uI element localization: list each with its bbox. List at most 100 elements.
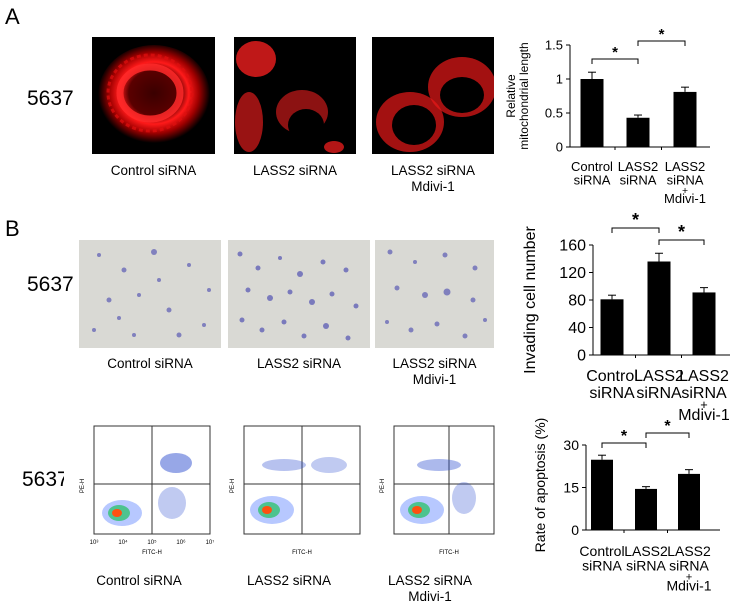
x-category-label: LASS2 [634, 368, 684, 385]
caption-b-invasion-control: Control siRNA [107, 356, 193, 371]
significance-star: * [621, 428, 628, 445]
y-tick-label: 0 [571, 522, 579, 538]
svg-text:10⁴: 10⁴ [118, 539, 128, 546]
svg-text:10⁶: 10⁶ [176, 539, 186, 546]
significance-star: * [632, 210, 639, 230]
significance-bracket [637, 40, 686, 46]
caption-b-flow-lass2: LASS2 siRNA [246, 573, 332, 588]
x-category-label: Mdivi-1 [678, 407, 730, 424]
y-tick-label: 15 [563, 479, 579, 495]
caption-b-invasion-lass2-mdivi1: LASS2 siRNA Mdivi-1 [392, 356, 477, 387]
invasion-image-lass2 [228, 240, 370, 348]
y-tick-label: 120 [559, 265, 586, 282]
bar [635, 488, 657, 530]
significance-star: * [678, 222, 685, 242]
svg-text:PE-H: PE-H [230, 479, 236, 493]
y-tick-label: 30 [563, 437, 579, 453]
x-category-label: siRNA [589, 385, 635, 402]
x-category-label: siRNA [681, 385, 727, 402]
y-tick-label: 0 [577, 348, 586, 365]
significance-bracket [611, 227, 660, 233]
caption-b-flow-lass2-mdivi1: LASS2 siRNA Mdivi-1 [387, 573, 473, 604]
x-category-label: LASS2 [665, 159, 705, 174]
x-category-label: LASS2 [667, 543, 711, 559]
significance-bracket [658, 239, 705, 245]
bar [692, 292, 716, 355]
flow-ylabel: PE-H [80, 479, 86, 493]
bar [678, 473, 700, 530]
x-category-label: siRNA [582, 558, 622, 574]
flow-plot-control: PE-H FITC-H 10³ 10⁴ 10⁵ 10⁶ 10⁷ [64, 418, 214, 558]
significance-bracket [591, 58, 639, 64]
x-category-label: siRNA [636, 385, 682, 402]
cell-line-label-b-invasion: 5637 [27, 273, 74, 296]
caption-b-invasion-lass2: LASS2 siRNA [256, 356, 342, 371]
invasion-image-control [79, 240, 221, 348]
bar [600, 299, 624, 355]
mitochondria-partial-graphic [376, 57, 494, 152]
svg-text:10⁷: 10⁷ [206, 539, 214, 546]
y-tick-label: 160 [559, 238, 586, 255]
panel-letter-a: A [5, 4, 20, 29]
x-category-label: Control [571, 159, 613, 174]
stained-cells-graphic [92, 249, 211, 338]
mitochondria-image-lass2-mdivi1 [372, 37, 494, 154]
mitochondria-image-control [92, 37, 215, 154]
significance-star: * [664, 418, 671, 435]
caption-b-flow-control: Control siRNA [96, 573, 182, 588]
bar [673, 91, 697, 147]
mitochondria-network-graphic [98, 45, 210, 145]
stained-cells-graphic [237, 251, 359, 341]
y-tick-label: 0.5 [545, 106, 563, 121]
svg-text:FITC-H: FITC-H [439, 550, 459, 556]
cell-line-label-b-flow: 5637 [22, 468, 69, 491]
significance-bracket [601, 442, 647, 448]
y-axis-label: Invading cell number [522, 226, 539, 374]
panel-letter-b: B [5, 216, 20, 241]
bar [626, 117, 650, 147]
x-category-label: LASS2 [618, 159, 658, 174]
svg-text:10³: 10³ [90, 540, 99, 546]
invasion-image-lass2-mdivi1 [375, 240, 494, 348]
x-category-label: LASS2 [624, 543, 668, 559]
x-category-label: + [686, 572, 693, 584]
bar [591, 459, 613, 530]
y-tick-label: 1.5 [545, 38, 563, 53]
flow-plot-lass2-mdivi1: PE-H FITC-H [364, 418, 496, 558]
mitochondria-fragmented-graphic [235, 41, 344, 153]
x-category-label: siRNA [667, 173, 704, 188]
significance-star: * [659, 26, 665, 43]
x-category-label: Mdivi-1 [666, 577, 711, 593]
x-category-label: Mdivi-1 [664, 191, 706, 206]
x-category-label: + [682, 186, 688, 197]
x-category-label: Control [579, 543, 624, 559]
stained-cells-graphic [385, 249, 487, 339]
caption-a-lass2: LASS2 siRNA [252, 163, 338, 178]
bar [580, 79, 604, 147]
caption-a-lass2-mdivi1: LASS2 siRNA Mdivi-1 [390, 163, 476, 194]
y-axis-label: Relative [504, 74, 518, 118]
svg-text:10⁵: 10⁵ [147, 539, 157, 546]
x-category-label: siRNA [626, 558, 666, 574]
y-tick-label: 1 [556, 72, 563, 87]
y-tick-label: 0 [556, 140, 563, 155]
x-category-label: LASS2 [679, 368, 729, 385]
flow-xlabel: FITC-H [142, 550, 162, 556]
svg-text:FITC-H: FITC-H [292, 550, 312, 556]
significance-star: * [612, 44, 618, 61]
y-tick-label: 40 [568, 320, 586, 337]
cell-line-label-a: 5637 [27, 87, 74, 110]
bar [647, 261, 671, 355]
svg-text:PE-H: PE-H [380, 479, 386, 493]
flow-plot-lass2: PE-H FITC-H [214, 418, 364, 558]
mitochondria-image-lass2 [234, 37, 356, 154]
caption-a-control: Control siRNA [110, 163, 197, 178]
x-category-label: siRNA [574, 173, 611, 188]
y-axis-label: Rate of apoptosis (%) [532, 418, 548, 553]
significance-bracket [645, 432, 690, 438]
y-tick-label: 80 [568, 293, 586, 310]
y-axis-label: mitochondrial length [517, 42, 531, 149]
x-category-label: siRNA [669, 558, 709, 574]
x-category-label: + [700, 397, 707, 412]
